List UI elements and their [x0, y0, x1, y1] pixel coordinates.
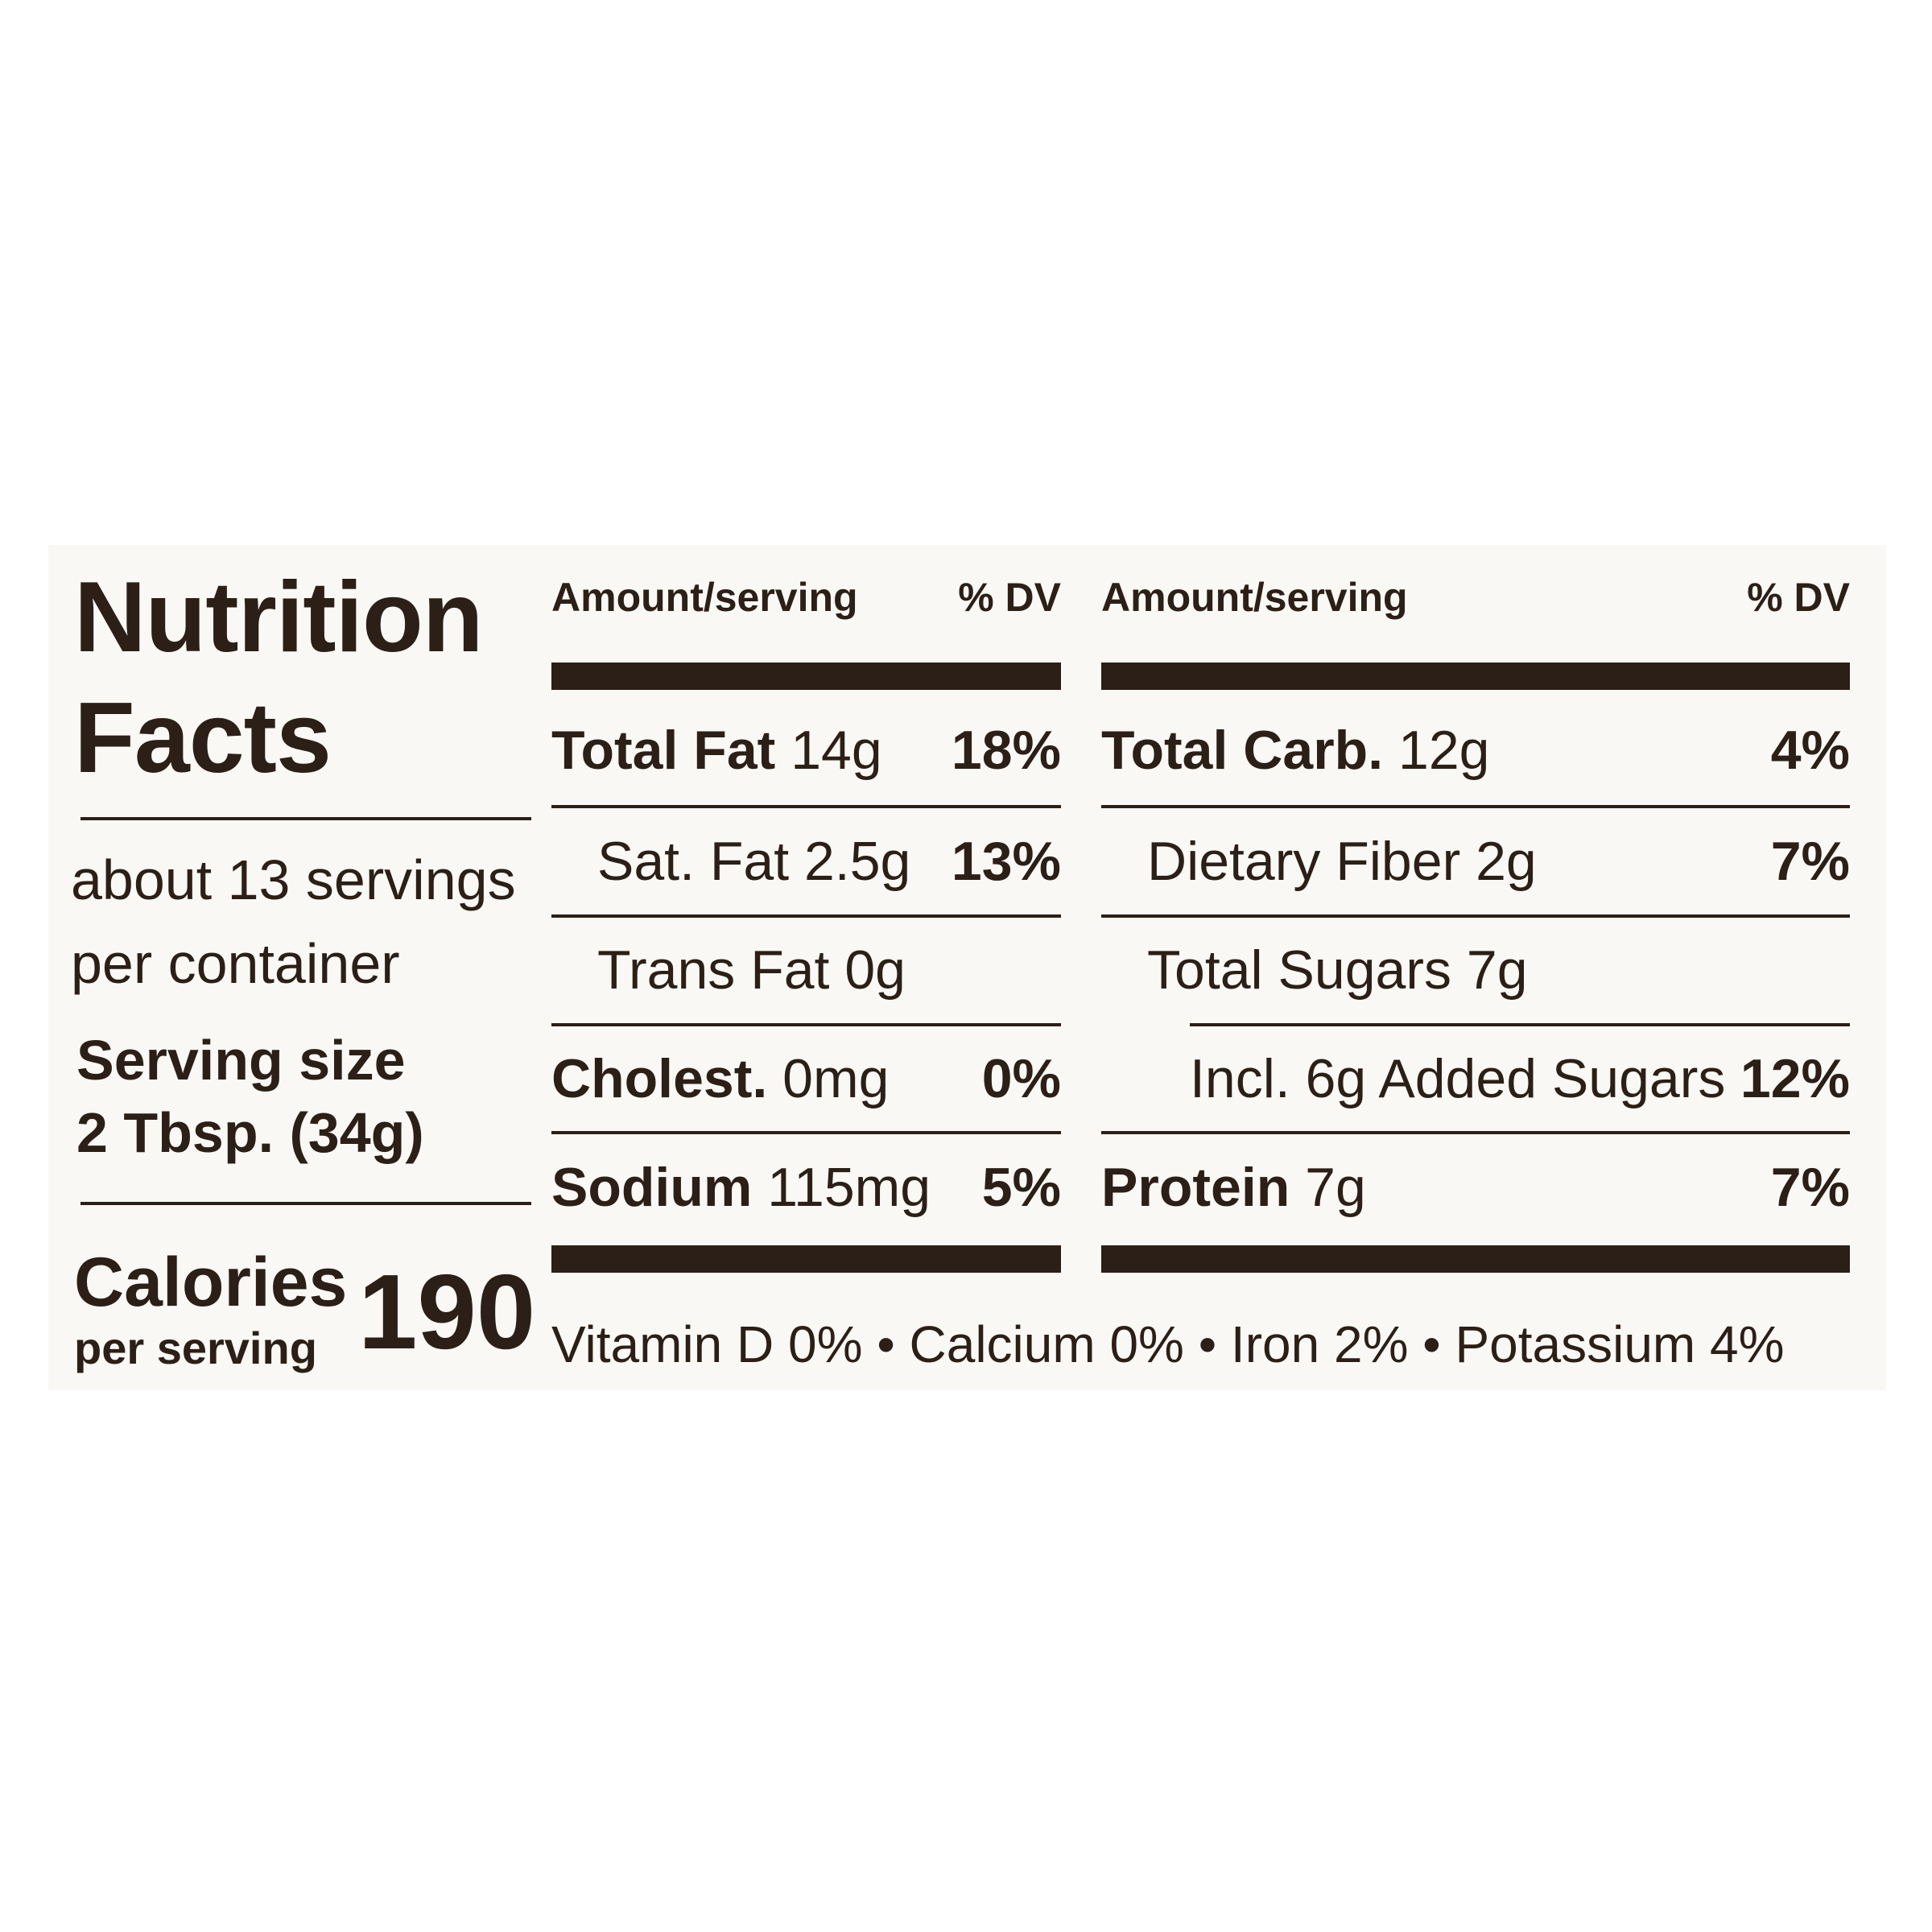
- servings-line-1: about 13 servings: [71, 848, 516, 911]
- right-thick-rule-bottom: [1101, 1245, 1850, 1273]
- right-row-protein-dv: 7%: [1770, 1157, 1850, 1218]
- left-row-sodium: Sodium 115mg: [551, 1155, 931, 1220]
- nutrient-amount: 0mg: [782, 1048, 890, 1109]
- row-divider: [551, 914, 1061, 918]
- calories-label: Calories: [74, 1244, 348, 1321]
- right-row-added-sugars: Incl. 6g Added Sugars: [1190, 1048, 1726, 1109]
- row-divider: [551, 1131, 1061, 1134]
- right-row-total-carb: Total Carb. 12g: [1101, 718, 1489, 782]
- left-row-sat-fat-dv: 13%: [951, 831, 1061, 892]
- nutrient-name: Protein: [1101, 1157, 1290, 1218]
- left-row-total-fat-dv: 18%: [951, 720, 1061, 781]
- nutrient-amount: 14g: [791, 720, 882, 781]
- left-header-amount: Amount/serving: [551, 575, 858, 620]
- calories-sub-label: per serving: [74, 1323, 317, 1373]
- right-header-amount: Amount/serving: [1101, 575, 1408, 620]
- serving-size-line-2: 2 Tbsp. (34g): [76, 1101, 424, 1164]
- title-line-2: Facts: [74, 683, 332, 794]
- right-row-total-sugars: Total Sugars 7g: [1147, 939, 1528, 1001]
- row-divider: [551, 1023, 1061, 1026]
- left-row-cholesterol-dv: 0%: [981, 1048, 1061, 1109]
- nutrient-name: Sodium: [551, 1157, 753, 1218]
- right-row-added-sugars-dv: 12%: [1740, 1048, 1850, 1109]
- right-row-total-carb-dv: 4%: [1770, 720, 1850, 781]
- serving-size-line-1: Serving size: [76, 1029, 406, 1092]
- left-row-trans-fat: Trans Fat 0g: [597, 939, 906, 1001]
- vitamins-line: Vitamin D 0% • Calcium 0% • Iron 2% • Po…: [551, 1315, 1785, 1373]
- left-row-total-fat: Total Fat 14g: [551, 718, 882, 782]
- right-thick-rule-top: [1101, 663, 1850, 690]
- nutrient-amount: 115mg: [767, 1157, 931, 1218]
- row-divider: [1190, 1023, 1850, 1026]
- right-row-fiber-dv: 7%: [1770, 831, 1850, 892]
- row-divider: [1101, 914, 1850, 918]
- row-divider: [1101, 1131, 1850, 1134]
- left-row-sodium-dv: 5%: [981, 1157, 1061, 1218]
- nutrient-amount: 12g: [1398, 720, 1490, 781]
- nutrient-amount: 7g: [1305, 1157, 1366, 1218]
- left-thick-rule-bottom: [551, 1245, 1061, 1273]
- left-thick-rule-top: [551, 663, 1061, 690]
- calories-value: 190: [358, 1253, 536, 1371]
- title-line-1: Nutrition: [74, 562, 484, 673]
- servings-line-2: per container: [71, 932, 400, 995]
- nutrient-name: Total Fat: [551, 720, 776, 781]
- right-header-dv: % DV: [1747, 575, 1850, 620]
- left-row-sat-fat: Sat. Fat 2.5g: [597, 831, 911, 892]
- left-row-cholesterol: Cholest. 0mg: [551, 1046, 889, 1111]
- right-row-protein: Protein 7g: [1101, 1155, 1366, 1220]
- serving-rule: [80, 1202, 531, 1205]
- row-divider: [551, 805, 1061, 808]
- title-rule: [80, 817, 531, 820]
- nutrient-name: Cholest.: [551, 1048, 768, 1109]
- row-divider: [1101, 805, 1850, 808]
- nutrient-name: Total Carb.: [1101, 720, 1384, 781]
- right-row-fiber: Dietary Fiber 2g: [1147, 831, 1537, 892]
- left-header-dv: % DV: [958, 575, 1061, 620]
